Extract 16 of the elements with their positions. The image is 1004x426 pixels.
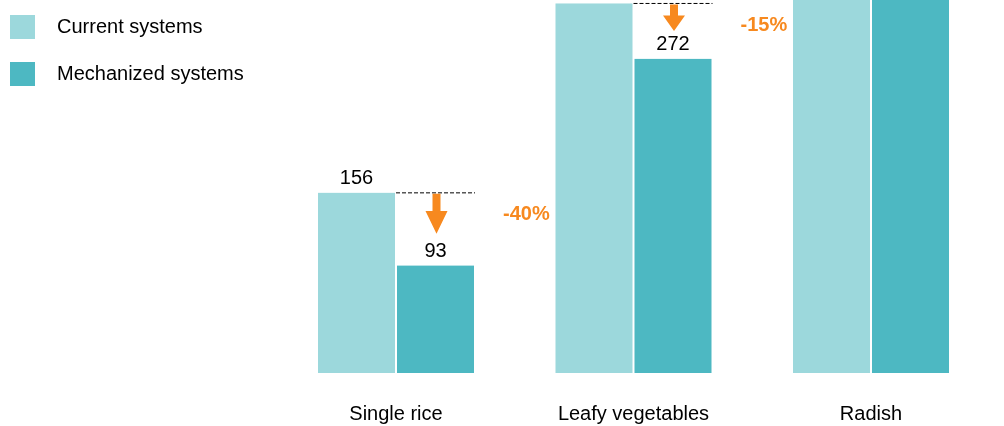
x-tick-label: Leafy vegetables: [557, 402, 710, 424]
x-tick-label: Radish: [839, 402, 903, 424]
bar: [793, 0, 870, 373]
annotation: -15%: [740, 12, 788, 35]
legend-label: Current systems: [57, 15, 203, 38]
data-label: 272: [656, 31, 690, 54]
bar: [872, 0, 949, 373]
data-label: 93: [424, 238, 447, 261]
bar: [555, 3, 633, 373]
bar: [397, 265, 474, 373]
bar: [634, 58, 712, 373]
legend-label: Mechanized systems: [57, 62, 244, 85]
annotation: -40%: [503, 202, 550, 225]
data-label: 156: [339, 165, 374, 188]
bar: [318, 192, 395, 373]
x-tick-label: Single rice: [349, 402, 443, 424]
